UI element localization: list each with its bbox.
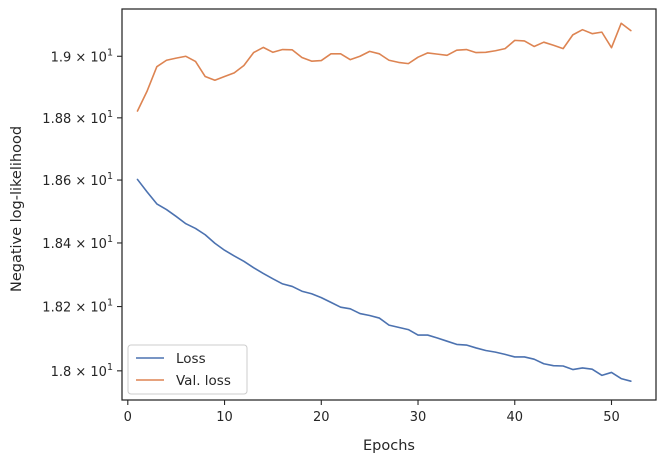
- series-layer: [136, 22, 632, 382]
- y-axis: 1.8 × 101 1.82 × 101 1.84 × 101 1.86 × 101 1…: [42, 47, 122, 380]
- y-axis-label: Negative log-likelihood: [9, 126, 25, 292]
- x-tick-label: 20: [313, 410, 330, 425]
- plot-area: [122, 9, 656, 400]
- y-tick-label: 1.8 × 101: [51, 362, 113, 380]
- x-tick-label: 40: [506, 410, 523, 425]
- legend: Loss Val. loss: [127, 344, 248, 395]
- legend-label-val-loss: Val. loss: [176, 373, 231, 389]
- x-axis-label: Epochs: [363, 438, 415, 454]
- y-tick-label: 1.84 × 101: [42, 234, 113, 252]
- plot-frame: [121, 8, 657, 401]
- y-tick-label: 1.82 × 101: [42, 298, 113, 316]
- x-tick-label: 0: [124, 410, 132, 425]
- y-tick-label: 1.86 × 101: [42, 171, 113, 189]
- series-line-val-loss: [136, 22, 632, 112]
- legend-label-loss: Loss: [176, 351, 206, 367]
- x-tick-label: 50: [603, 410, 620, 425]
- x-tick-label: 30: [410, 410, 427, 425]
- series-line-loss: [136, 178, 632, 382]
- y-tick-label: 1.88 × 101: [42, 109, 113, 127]
- x-tick-label: 10: [216, 410, 233, 425]
- x-axis: 0 10 20 30 40 50: [124, 400, 620, 425]
- y-tick-label: 1.9 × 101: [51, 47, 113, 65]
